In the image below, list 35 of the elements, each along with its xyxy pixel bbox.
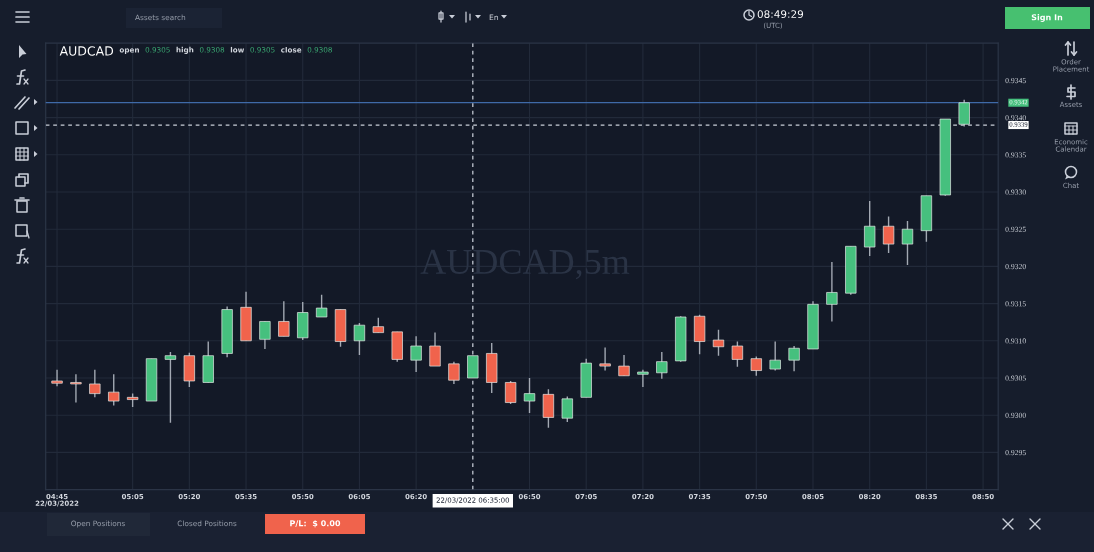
candlestick (656, 351, 668, 380)
candlestick (901, 220, 914, 266)
candlestick (504, 380, 517, 405)
candlestick (599, 346, 611, 372)
candlestick (523, 377, 536, 414)
text: 08:49:29 (757, 10, 804, 19)
candlestick (164, 351, 177, 424)
candlestick (712, 328, 725, 357)
candlestick (769, 340, 781, 372)
text: Sign In (1031, 14, 1063, 22)
candlestick (89, 369, 101, 399)
chart-title: AUDCAD (59, 46, 114, 56)
candlestick (108, 373, 120, 407)
candlestick (315, 293, 328, 318)
candlestick (542, 388, 555, 429)
candlestick (353, 322, 366, 356)
candlestick (750, 355, 762, 377)
candlestick (70, 373, 82, 404)
candlestick (429, 331, 441, 367)
candlestick (864, 200, 876, 257)
candlestick (618, 354, 630, 377)
candlestick (259, 320, 271, 350)
text: P/L: $ 0.00 (290, 520, 341, 528)
candlestick (882, 215, 895, 254)
candlestick (826, 261, 838, 323)
candlestick (467, 354, 479, 379)
candlestick (448, 360, 460, 385)
candlestick (561, 395, 573, 423)
candlestick (788, 345, 800, 372)
candlestick (958, 99, 970, 128)
candlestick (410, 335, 422, 373)
candlestick (637, 369, 649, 388)
candlestick (51, 369, 63, 387)
candlestick (731, 340, 744, 368)
candlestick (278, 300, 290, 338)
